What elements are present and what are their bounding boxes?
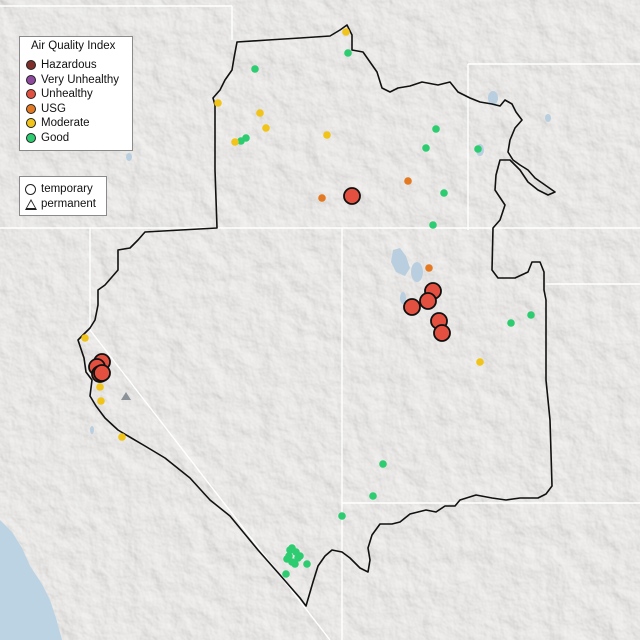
triangle-icon	[25, 198, 37, 210]
legend-item-unhealthy: Unhealthy	[26, 87, 93, 101]
circle-icon	[25, 183, 36, 195]
legend-item-hazardous: Hazardous	[26, 58, 97, 72]
moderate-monitor[interactable]	[231, 138, 239, 146]
very-unhealthy-swatch	[26, 74, 36, 85]
site-type-legend: temporary permanent	[19, 176, 107, 216]
unhealthy-monitor[interactable]	[433, 324, 451, 342]
moderate-monitor[interactable]	[476, 358, 484, 366]
legend-item-moderate: Moderate	[26, 116, 90, 130]
good-monitor[interactable]	[432, 125, 440, 133]
usg-monitor[interactable]	[318, 194, 326, 202]
legend-item-permanent: permanent	[25, 197, 96, 211]
good-swatch	[26, 132, 36, 143]
legend-label: permanent	[41, 198, 96, 210]
unhealthy-monitor[interactable]	[419, 292, 437, 310]
pacific-ocean	[0, 520, 62, 640]
good-monitor[interactable]	[474, 145, 482, 153]
legend-item-usg: USG	[26, 102, 66, 116]
good-monitor[interactable]	[507, 319, 515, 327]
good-monitor[interactable]	[369, 492, 377, 500]
usg-monitor[interactable]	[404, 177, 412, 185]
unhealthy-swatch	[26, 89, 36, 99]
aqi-legend: Air Quality Index Hazardous Very Unhealt…	[19, 36, 133, 151]
moderate-monitor[interactable]	[262, 124, 270, 132]
unhealthy-monitors	[88, 187, 451, 383]
state-boundaries	[0, 5, 640, 640]
legend-label: Moderate	[41, 117, 90, 129]
usg-swatch	[26, 103, 36, 114]
good-monitor[interactable]	[283, 555, 291, 563]
moderate-monitor[interactable]	[118, 433, 126, 441]
good-monitor[interactable]	[251, 65, 259, 73]
good-monitor[interactable]	[429, 221, 437, 229]
moderate-monitor[interactable]	[256, 109, 264, 117]
good-monitor[interactable]	[440, 189, 448, 197]
legend-label: temporary	[41, 183, 93, 195]
legend-item-temporary: temporary	[25, 182, 93, 196]
legend-title: Air Quality Index	[31, 40, 116, 52]
good-monitor[interactable]	[527, 311, 535, 319]
good-monitor[interactable]	[422, 144, 430, 152]
unhealthy-monitor[interactable]	[343, 187, 361, 205]
legend-label: Very Unhealthy	[41, 73, 119, 86]
moderate-swatch	[26, 118, 36, 128]
legend-label: Hazardous	[41, 59, 97, 71]
good-monitor[interactable]	[296, 552, 304, 560]
good-monitor[interactable]	[237, 137, 245, 145]
permanent-monitor[interactable]	[121, 392, 131, 400]
moderate-monitor[interactable]	[81, 334, 89, 342]
good-monitor[interactable]	[379, 460, 387, 468]
good-monitor[interactable]	[303, 560, 311, 568]
legend-label: Good	[41, 131, 70, 144]
good-monitor[interactable]	[338, 512, 346, 520]
moderate-monitor[interactable]	[342, 28, 350, 36]
good-monitors	[237, 49, 535, 578]
moderate-monitor[interactable]	[323, 131, 331, 139]
good-monitor[interactable]	[344, 49, 352, 57]
good-monitor[interactable]	[291, 560, 299, 568]
good-monitor[interactable]	[286, 546, 294, 554]
legend-label: Unhealthy	[41, 88, 93, 100]
good-monitor[interactable]	[282, 570, 290, 578]
moderate-monitor[interactable]	[214, 99, 222, 107]
moderate-monitor[interactable]	[96, 383, 104, 391]
region-boundary	[77, 24, 556, 607]
permanent-monitors	[121, 392, 131, 400]
unhealthy-monitor[interactable]	[93, 364, 111, 382]
unhealthy-monitor[interactable]	[403, 298, 421, 316]
legend-label: USG	[41, 102, 66, 115]
usg-monitors	[318, 177, 433, 272]
hazardous-swatch	[26, 60, 36, 70]
moderate-monitor[interactable]	[97, 397, 105, 405]
legend-item-good: Good	[26, 131, 69, 145]
moderate-monitors	[81, 28, 484, 441]
legend-item-very-unhealthy: Very Unhealthy	[26, 73, 119, 87]
usg-monitor[interactable]	[425, 264, 433, 272]
